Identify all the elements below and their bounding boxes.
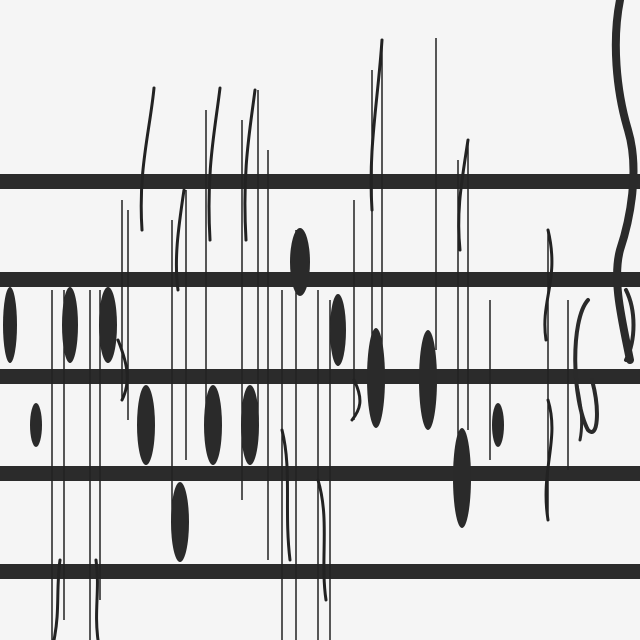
note-head [137, 385, 155, 465]
clef-stroke [624, 288, 636, 362]
flag [350, 378, 362, 422]
staff-line [0, 272, 640, 287]
flag [316, 478, 328, 602]
note-head [3, 287, 17, 363]
flag [174, 188, 186, 292]
clef-stroke [574, 378, 584, 442]
clef-stroke [573, 298, 599, 434]
staff-line [0, 369, 640, 384]
staff-lines [0, 174, 640, 579]
staff-line [0, 174, 640, 189]
flag [94, 558, 100, 640]
flag [207, 86, 222, 242]
note-head [453, 428, 471, 528]
note-head [492, 403, 504, 447]
note-head [30, 403, 42, 447]
note-head [62, 287, 78, 363]
note-head [204, 385, 222, 465]
note-flags [52, 38, 554, 640]
note-heads [3, 228, 504, 562]
note-head [367, 328, 385, 428]
flag [139, 86, 156, 232]
note-head [419, 330, 437, 430]
flag [243, 88, 257, 242]
clef-stroke [611, 0, 638, 364]
flag [52, 558, 62, 640]
flag [116, 338, 129, 402]
note-stems [51, 38, 569, 640]
flag [280, 428, 292, 562]
flag [369, 38, 384, 212]
treble-clef-fragment [573, 0, 638, 442]
flag [457, 138, 470, 252]
note-head [330, 294, 346, 366]
note-head [99, 287, 117, 363]
flag [543, 228, 554, 342]
flag [544, 398, 554, 522]
staff-line [0, 564, 640, 579]
note-head [241, 385, 259, 465]
note-head [171, 482, 189, 562]
note-head [290, 228, 310, 296]
staff-line [0, 466, 640, 481]
